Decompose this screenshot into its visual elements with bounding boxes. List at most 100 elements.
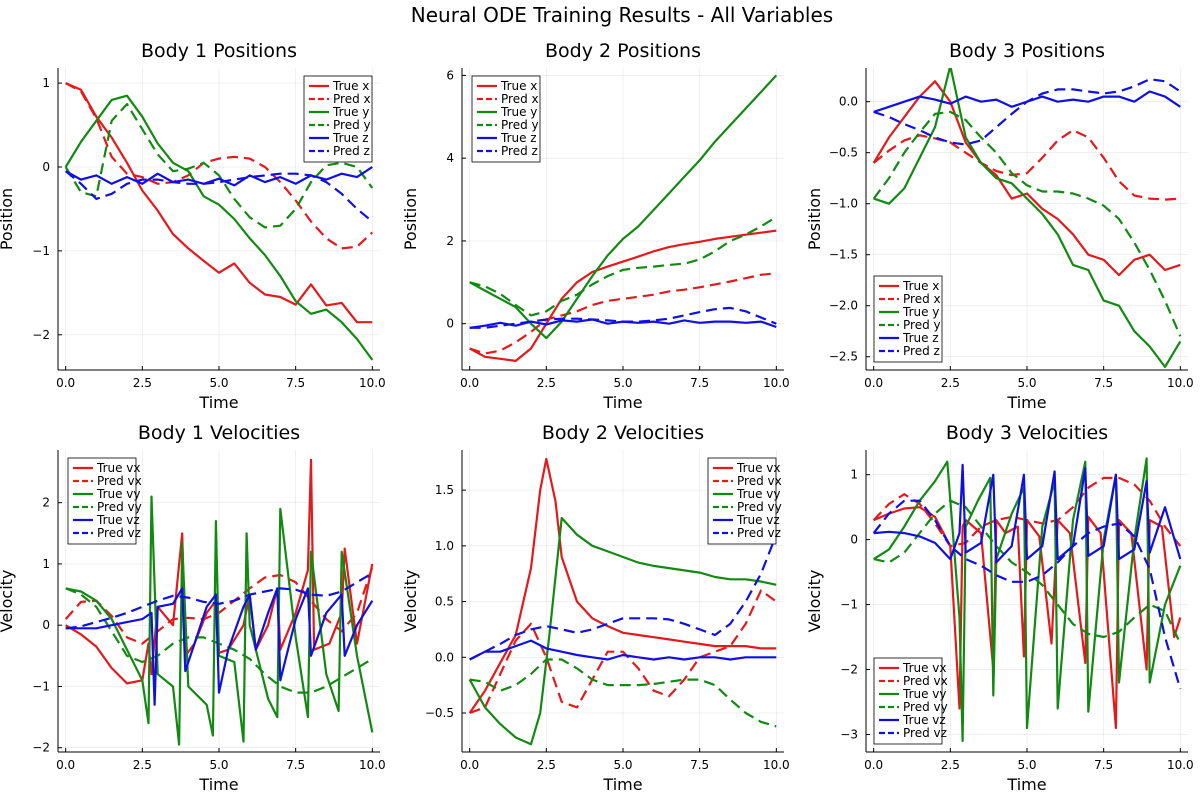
series-line (873, 78, 1181, 146)
series-group (872, 457, 1182, 743)
x-tick-label: 2.5 (941, 758, 960, 772)
x-tick-label: 10.0 (1167, 376, 1194, 390)
x-tick-label: 7.5 (690, 758, 709, 772)
x-tick-label: 7.5 (286, 758, 305, 772)
chart-panel: 0.0 2.5 5.0 7.5 10.0 −2.5 −2.0 −1.5 −1.0 −0.5 0.0 B… (805, 40, 1194, 412)
legend-label: Pred z (903, 344, 940, 358)
x-tick-label: 10.0 (359, 376, 386, 390)
x-tick-label: 0.0 (864, 376, 883, 390)
y-tick-label: 2 (446, 234, 454, 248)
series-line (64, 103, 374, 229)
series-line (469, 215, 777, 317)
chart-panel: 0.0 2.5 5.0 7.5 10.0 0 2 4 6 Body 2 Positions Time… (401, 40, 790, 412)
legend-label: Pred z (501, 144, 538, 158)
series-line (469, 658, 777, 728)
y-tick-label: 1.5 (435, 483, 454, 497)
x-tick-label: 2.5 (537, 758, 556, 772)
y-tick-label: 0 (42, 618, 50, 632)
legend-label: True vy (902, 687, 947, 701)
series-line (469, 272, 777, 355)
y-tick-label: 2 (42, 496, 50, 510)
x-tick-label: 10.0 (359, 758, 386, 772)
y-tick-label: −1 (32, 679, 50, 693)
legend-label: Pred vx (97, 474, 142, 488)
legend-label: Pred z (333, 144, 370, 158)
legend-label: True z (500, 131, 537, 145)
legend-label: True z (332, 131, 369, 145)
series-line (469, 534, 778, 661)
legend-label: True vz (902, 713, 946, 727)
y-axis-label: Velocity (0, 570, 16, 633)
y-tick-label: −0.5 (829, 146, 858, 160)
y-axis-label: Velocity (401, 570, 420, 633)
x-tick-label: 5.0 (1017, 376, 1036, 390)
series-line (65, 587, 373, 694)
y-tick-label: 1.0 (435, 539, 454, 553)
series-line (469, 639, 777, 661)
series-line (65, 82, 374, 250)
y-axis-label: Position (805, 188, 824, 250)
legend-label: True x (332, 79, 369, 93)
x-axis-label: Time (602, 393, 642, 412)
legend-label: True vz (96, 513, 140, 527)
x-tick-label: 5.0 (1017, 758, 1036, 772)
legend-label: Pred x (501, 92, 539, 106)
chart-panel: 0.0 2.5 5.0 7.5 10.0 −2 −1 0 1 Body 1 Positions Ti… (0, 40, 386, 412)
series-group (872, 68, 1182, 368)
legend-box (471, 75, 541, 163)
x-tick-label: 7.5 (690, 376, 709, 390)
y-tick-label: 1 (850, 468, 858, 482)
legend-label: True y (902, 305, 939, 319)
x-tick-label: 0.0 (864, 758, 883, 772)
series-group (64, 82, 374, 361)
series-line (65, 572, 373, 630)
y-tick-label: 0 (850, 533, 858, 547)
x-tick-label: 10.0 (763, 758, 790, 772)
legend-label: True y (332, 105, 369, 119)
series-line (873, 499, 1182, 644)
chart-title: Body 3 Velocities (946, 422, 1108, 444)
x-tick-label: 0.0 (460, 376, 479, 390)
legend-label: Pred vz (737, 526, 781, 540)
legend-label: Pred y (333, 118, 371, 132)
x-tick-label: 5.0 (209, 376, 228, 390)
legend-box (873, 657, 943, 745)
x-tick-label: 7.5 (1094, 376, 1113, 390)
chart-title: Body 3 Positions (949, 40, 1105, 62)
y-tick-label: −1.0 (829, 197, 858, 211)
series-line (65, 458, 374, 685)
x-tick-label: 2.5 (133, 376, 152, 390)
legend-label: Pred vz (903, 726, 947, 740)
y-tick-label: 0.0 (839, 95, 858, 109)
series-group (64, 458, 374, 746)
series-line (65, 495, 374, 746)
x-axis-label: Time (198, 393, 238, 412)
y-tick-label: −3 (840, 727, 858, 741)
chart-panel: 0.0 2.5 5.0 7.5 10.0 −3 −2 −1 0 1 Body 3 Velocitie… (805, 422, 1194, 794)
x-tick-label: 10.0 (763, 376, 790, 390)
x-tick-label: 0.0 (56, 758, 75, 772)
series-line (873, 129, 1181, 201)
legend-label: True vx (736, 461, 781, 475)
y-tick-label: 1 (42, 76, 50, 90)
x-tick-label: 5.0 (613, 376, 632, 390)
series-line (468, 457, 777, 714)
y-tick-label: 6 (446, 68, 454, 82)
y-tick-label: −2.0 (829, 299, 858, 313)
x-tick-label: 7.5 (286, 376, 305, 390)
series-line (65, 82, 373, 324)
x-tick-label: 0.0 (460, 758, 479, 772)
x-axis-label: Time (198, 775, 238, 794)
x-axis-label: Time (1006, 775, 1046, 794)
y-tick-label: −1 (840, 598, 858, 612)
y-tick-label: −2.5 (829, 350, 858, 364)
chart-title: Body 2 Velocities (542, 422, 704, 444)
y-tick-label: −1.5 (829, 248, 858, 262)
series-line (872, 499, 1182, 690)
series-line (469, 229, 777, 362)
legend-label: True vx (902, 661, 947, 675)
